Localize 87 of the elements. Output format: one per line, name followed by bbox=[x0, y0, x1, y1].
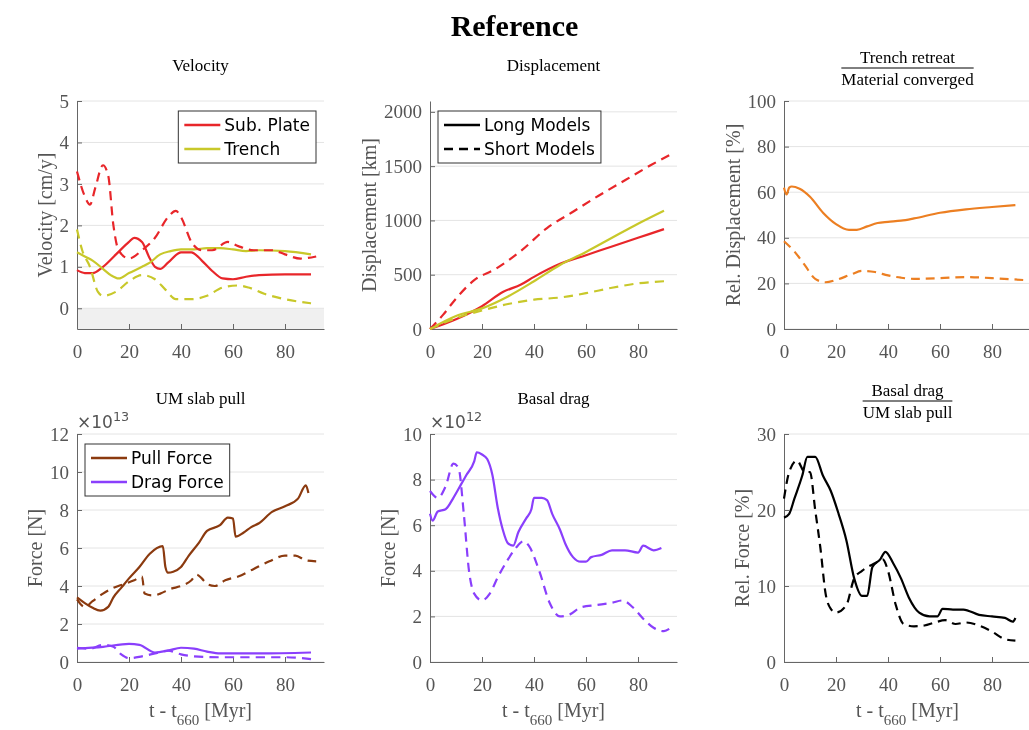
x-tick-label: 20 bbox=[120, 673, 139, 695]
x-tick-label: 40 bbox=[525, 673, 544, 695]
y-tick-label: 0 bbox=[412, 651, 422, 673]
x-tick-label: 60 bbox=[577, 340, 596, 362]
x-tick-label: 20 bbox=[827, 340, 846, 362]
x-tick-label: 80 bbox=[276, 673, 295, 695]
legend-label: Pull Force bbox=[131, 447, 213, 468]
y-tick-label: 30 bbox=[757, 423, 776, 445]
chart-title: Basal drag bbox=[517, 389, 591, 408]
x-tick-label: 80 bbox=[983, 340, 1002, 362]
x-tick-label: 60 bbox=[224, 673, 243, 695]
y-tick-label: 500 bbox=[393, 264, 422, 286]
x-axis-title: t - t$_{660}$ [Myr] bbox=[501, 699, 606, 728]
chart-title: UM slab pull bbox=[155, 389, 246, 408]
y-tick-label: 100 bbox=[747, 90, 776, 112]
y-tick-label: 12 bbox=[50, 423, 69, 445]
text: Reference bbox=[450, 9, 579, 42]
x-tick-label: 80 bbox=[276, 340, 295, 362]
y-tick-label: 10 bbox=[50, 461, 69, 483]
y-tick-label: 3 bbox=[59, 173, 69, 195]
y-axis-title: Force [N] bbox=[24, 508, 46, 588]
y-tick-label: 0 bbox=[412, 318, 422, 340]
annotation: Long Models bbox=[484, 114, 591, 135]
y-tick-label: 2000 bbox=[384, 101, 422, 123]
y-tick-label: 8 bbox=[59, 499, 69, 521]
x-tick-label: 60 bbox=[577, 673, 596, 695]
y-tick-label: 10 bbox=[403, 423, 422, 445]
y-tick-label: 1 bbox=[59, 256, 69, 278]
x-tick-label: 60 bbox=[931, 673, 950, 695]
legend-label: Sub. Plate bbox=[224, 114, 310, 135]
y-tick-label: 4 bbox=[59, 575, 70, 597]
x-tick-label: 40 bbox=[879, 340, 898, 362]
y-tick-label: 2 bbox=[59, 613, 69, 635]
y-tick-label: 2 bbox=[412, 605, 422, 627]
x-tick-label: 60 bbox=[224, 340, 243, 362]
chart-subtitle: Material converged bbox=[841, 70, 975, 89]
line-series bbox=[782, 185, 1017, 231]
y-tick-label: 80 bbox=[757, 136, 776, 158]
x-tick-label: 40 bbox=[879, 673, 898, 695]
y-axis-title: Force [N] bbox=[377, 508, 399, 588]
x-axis-title: t - t$_{660}$ [Myr] bbox=[855, 699, 960, 728]
y-tick-label: 1000 bbox=[384, 210, 422, 232]
y-tick-label: 8 bbox=[412, 469, 422, 491]
y-axis-title: Velocity [cm/y] bbox=[33, 152, 57, 278]
chart-subtitle: UM slab pull bbox=[862, 403, 953, 422]
y-axis-title: Rel. Displacement [%] bbox=[721, 123, 745, 307]
x-tick-label: 40 bbox=[525, 340, 544, 362]
x-tick-label: 40 bbox=[172, 673, 191, 695]
x-axis-title: t - t$_{660}$ [Myr] bbox=[148, 699, 253, 728]
y-tick-label: 0 bbox=[766, 651, 776, 673]
y-tick-label: 2 bbox=[59, 214, 69, 236]
line-series bbox=[75, 228, 313, 305]
x-tick-label: 40 bbox=[172, 340, 191, 362]
x-tick-label: 60 bbox=[931, 340, 950, 362]
text: ×10$^{13}$ bbox=[77, 408, 130, 432]
x-tick-label: 20 bbox=[473, 673, 492, 695]
annotation: Short Models bbox=[484, 138, 596, 159]
y-tick-label: 0 bbox=[59, 651, 69, 673]
text: ×10$^{12}$ bbox=[430, 408, 483, 432]
y-tick-label: 0 bbox=[59, 297, 69, 319]
y-tick-label: 0 bbox=[766, 318, 776, 340]
y-tick-label: 10 bbox=[757, 575, 776, 597]
x-tick-label: 80 bbox=[983, 673, 1002, 695]
y-tick-label: 60 bbox=[757, 181, 776, 203]
y-tick-label: 4 bbox=[59, 132, 70, 154]
y-tick-label: 1500 bbox=[384, 155, 422, 177]
legend-label: Trench bbox=[223, 138, 281, 159]
y-axis-title: Rel. Force [%] bbox=[731, 488, 753, 608]
y-tick-label: 4 bbox=[412, 560, 423, 582]
chart-title: Trench retreat bbox=[859, 48, 956, 67]
x-tick-label: 20 bbox=[473, 340, 492, 362]
y-tick-label: 5 bbox=[59, 90, 69, 112]
line-series bbox=[782, 240, 1025, 284]
x-tick-label: 80 bbox=[629, 340, 648, 362]
chart-title: Basal drag bbox=[871, 381, 945, 400]
x-tick-label: 20 bbox=[120, 340, 139, 362]
y-tick-label: 6 bbox=[412, 514, 422, 536]
y-axis-title: Displacement [km] bbox=[358, 138, 381, 292]
y-tick-label: 20 bbox=[757, 272, 776, 294]
x-tick-label: 80 bbox=[629, 673, 648, 695]
chart-title: Displacement bbox=[506, 56, 601, 75]
y-tick-label: 20 bbox=[757, 499, 776, 521]
x-tick-label: 20 bbox=[827, 673, 846, 695]
chart-title: Velocity bbox=[172, 56, 230, 75]
y-tick-label: 6 bbox=[59, 537, 69, 559]
legend-label: Drag Force bbox=[131, 471, 224, 492]
y-tick-label: 40 bbox=[757, 227, 776, 249]
